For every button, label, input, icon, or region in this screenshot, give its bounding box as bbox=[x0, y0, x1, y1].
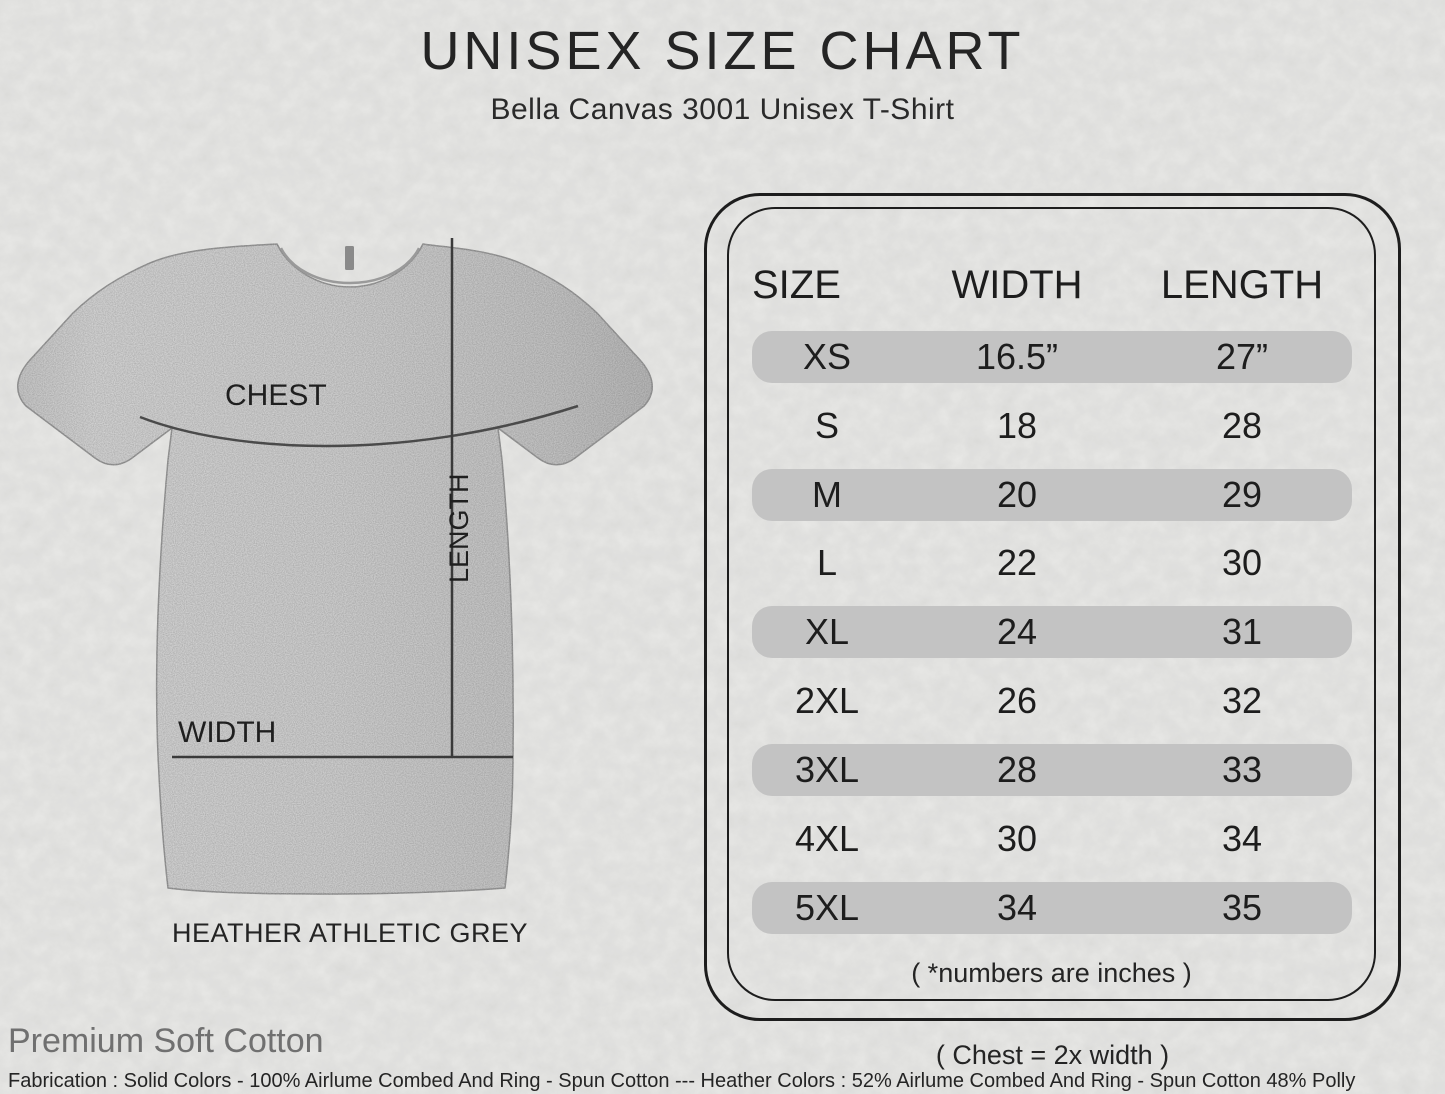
svg-text:LENGTH: LENGTH bbox=[444, 473, 474, 583]
svg-text:WIDTH: WIDTH bbox=[178, 716, 276, 749]
svg-text:CHEST: CHEST bbox=[225, 379, 327, 412]
